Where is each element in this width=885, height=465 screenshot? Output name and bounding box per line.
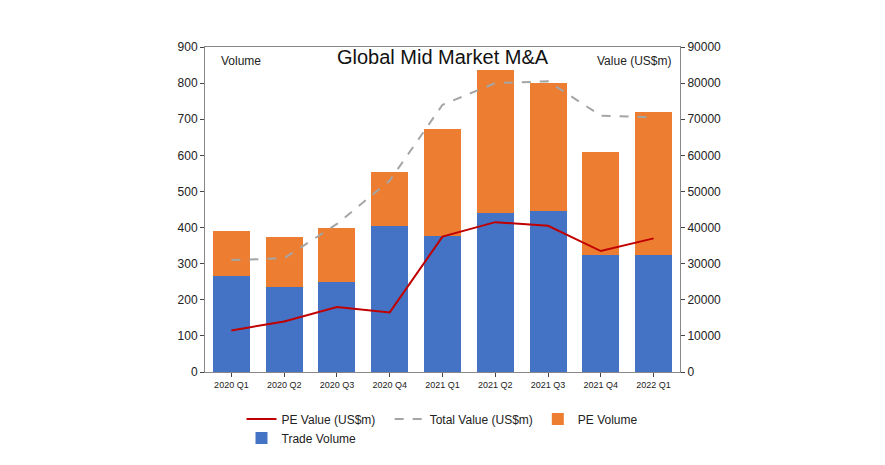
svg-text:100: 100: [178, 329, 198, 343]
svg-text:PE Value (US$m): PE Value (US$m): [282, 413, 376, 427]
svg-text:10000: 10000: [687, 329, 721, 343]
svg-text:50000: 50000: [687, 185, 721, 199]
svg-text:200: 200: [178, 293, 198, 307]
svg-text:60000: 60000: [687, 149, 721, 163]
svg-text:Global Mid Market M&A: Global Mid Market M&A: [337, 46, 549, 68]
svg-text:Total Value (US$m): Total Value (US$m): [430, 413, 533, 427]
svg-text:400: 400: [178, 221, 198, 235]
svg-text:2021 Q4: 2021 Q4: [584, 380, 619, 390]
svg-text:Trade Volume: Trade Volume: [282, 432, 357, 446]
svg-text:PE Volume: PE Volume: [578, 413, 638, 427]
svg-text:90000: 90000: [687, 40, 721, 54]
svg-text:2021 Q3: 2021 Q3: [531, 380, 566, 390]
svg-text:900: 900: [178, 40, 198, 54]
svg-text:2020 Q3: 2020 Q3: [320, 380, 355, 390]
svg-text:30000: 30000: [687, 257, 721, 271]
svg-text:800: 800: [178, 76, 198, 90]
svg-text:2022 Q1: 2022 Q1: [636, 380, 671, 390]
svg-text:0: 0: [191, 365, 198, 379]
svg-text:0: 0: [687, 365, 694, 379]
svg-text:2021 Q2: 2021 Q2: [478, 380, 513, 390]
svg-text:20000: 20000: [687, 293, 721, 307]
svg-text:2020 Q4: 2020 Q4: [372, 380, 407, 390]
svg-text:500: 500: [178, 185, 198, 199]
svg-text:Value (US$m): Value (US$m): [597, 54, 671, 68]
svg-text:40000: 40000: [687, 221, 721, 235]
svg-text:700: 700: [178, 112, 198, 126]
svg-text:2020 Q1: 2020 Q1: [214, 380, 249, 390]
svg-text:80000: 80000: [687, 76, 721, 90]
svg-text:300: 300: [178, 257, 198, 271]
svg-text:70000: 70000: [687, 112, 721, 126]
svg-text:600: 600: [178, 149, 198, 163]
svg-text:2021 Q1: 2021 Q1: [425, 380, 460, 390]
svg-text:2020 Q2: 2020 Q2: [267, 380, 302, 390]
svg-text:Volume: Volume: [221, 54, 261, 68]
